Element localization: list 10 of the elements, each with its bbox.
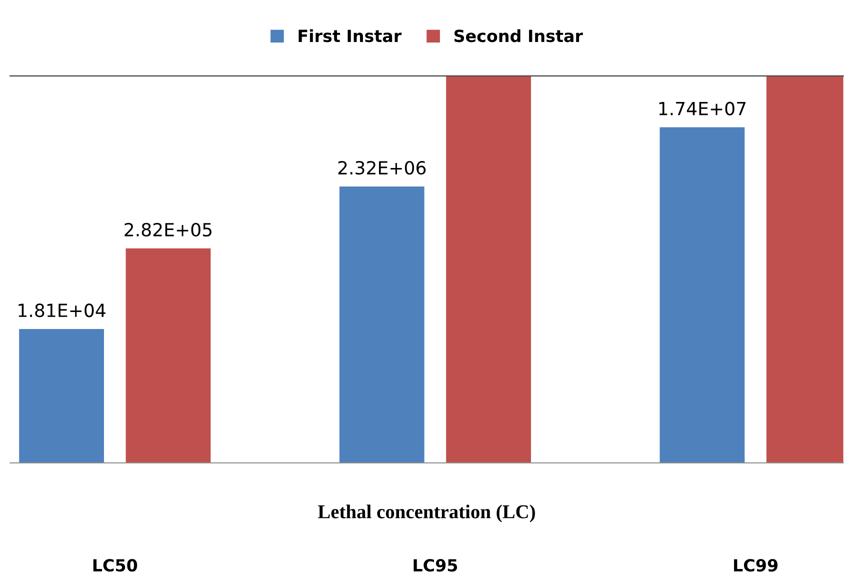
data-label: 2.82E+05 — [124, 222, 212, 237]
legend-label: Second Instar — [454, 29, 583, 42]
x-tick-label: LC95 — [414, 559, 458, 572]
x-tick-label: LC99 — [734, 559, 778, 572]
data-label: 1.81E+04 — [18, 304, 106, 318]
data-label: 1.74E+07 — [659, 102, 746, 116]
data-label: 2.32E+06 — [338, 160, 426, 175]
x-tick-label: LC50 — [93, 559, 138, 572]
legend-label: First Instar — [298, 29, 402, 42]
x-axis-title: Lethal concentration (LC) — [318, 504, 535, 522]
